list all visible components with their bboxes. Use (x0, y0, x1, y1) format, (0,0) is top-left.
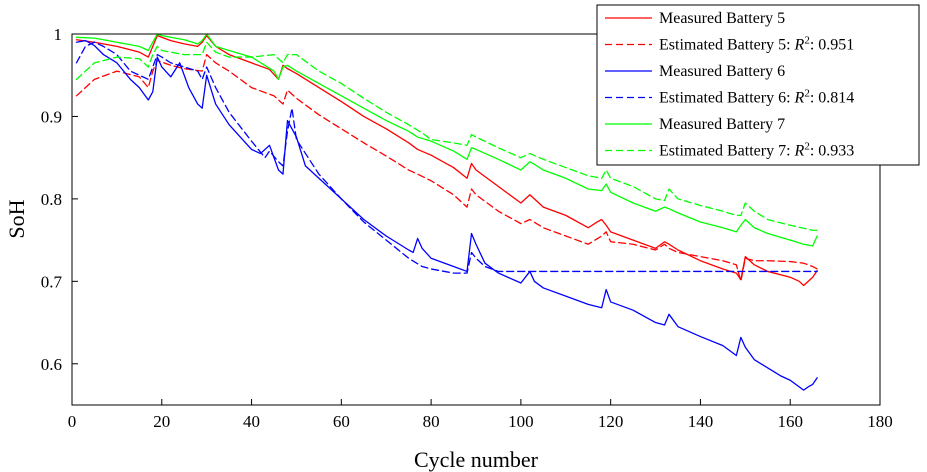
x-tick-label: 120 (598, 412, 624, 431)
series-line-4 (75, 41, 818, 274)
legend-box (596, 4, 920, 166)
x-tick-label: 100 (508, 412, 534, 431)
x-tick-label: 40 (243, 412, 260, 431)
y-tick-label: 1 (54, 25, 63, 44)
legend-label-6: Estimated Battery 7: R2: 0.933 (659, 141, 854, 160)
legend: Measured Battery 5 Estimated Battery 5: R… (596, 4, 920, 166)
axes-layer: 0 20 40 60 80 100 120 140 160 180 0.6 0.7 0.8 0.9 1 (41, 25, 893, 431)
x-tick-label: 80 (423, 412, 440, 431)
series-line-5 (75, 34, 818, 247)
x-tick-label: 140 (688, 412, 714, 431)
legend-label-2: Estimated Battery 5: R2: 0.951 (659, 35, 854, 54)
x-tick-label: 60 (333, 412, 350, 431)
legend-label-5: Measured Battery 7 (659, 116, 785, 133)
y-axis-label: SoH (4, 199, 29, 238)
legend-label-3: Measured Battery 6 (659, 63, 785, 80)
x-axis-label: Cycle number (414, 447, 539, 472)
legend-label-4: Estimated Battery 6: R2: 0.814 (659, 88, 854, 107)
series-line-2 (75, 53, 818, 282)
y-tick-label: 0.7 (41, 272, 63, 291)
plot-frame (71, 33, 881, 406)
x-tick-label: 160 (777, 412, 803, 431)
x-tick-label: 20 (153, 412, 170, 431)
x-tick-label: 0 (68, 412, 77, 431)
y-tick-label: 0.9 (41, 107, 62, 126)
y-tick-label: 0.6 (41, 355, 62, 374)
x-tick-label: 180 (867, 412, 893, 431)
series-line-3 (75, 39, 818, 391)
series-line-6 (75, 41, 818, 231)
series-layer (75, 34, 818, 391)
y-tick-label: 0.8 (41, 190, 62, 209)
legend-label-1: Measured Battery 5 (659, 10, 785, 27)
